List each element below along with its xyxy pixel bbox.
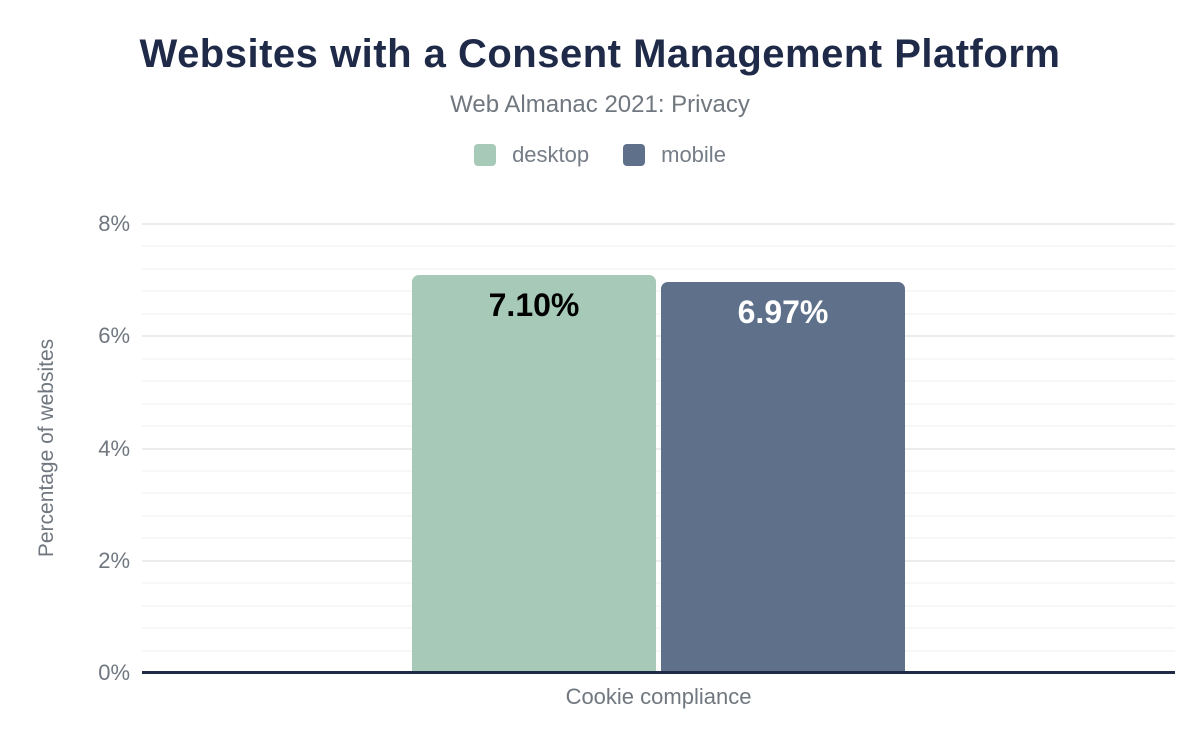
bar-desktop[interactable]: 7.10%: [412, 274, 656, 673]
y-tick-label-0%: 0%: [98, 660, 130, 685]
minor-gridline-0.8: [142, 627, 1175, 630]
minor-gridline-7.2: [142, 267, 1175, 270]
chart-subtitle: Web Almanac 2021: Privacy: [450, 91, 750, 118]
minor-gridline-7.6: [142, 245, 1175, 248]
x-axis-title: Cookie compliance: [565, 684, 752, 709]
legend-item-mobile: mobile: [623, 142, 726, 168]
minor-gridline-2.8: [142, 514, 1175, 517]
y-tick-label-2%: 2%: [98, 547, 130, 573]
y-axis-title: Percentage of websites: [35, 338, 58, 558]
minor-gridline-4.4: [142, 425, 1175, 428]
bar-value-label-desktop: 7.10%: [488, 286, 580, 323]
legend-swatch-mobile: [623, 144, 646, 166]
major-gridline-6: [142, 335, 1175, 338]
legend-label: desktop: [512, 142, 590, 167]
major-gridline-4: [142, 447, 1175, 450]
minor-gridline-1.6: [142, 582, 1175, 585]
minor-gridline-5.6: [142, 357, 1175, 360]
bar-mobile[interactable]: 6.97%: [661, 281, 905, 673]
minor-gridline-2.4: [142, 537, 1175, 540]
legend: desktop mobile: [0, 142, 1200, 168]
x-axis-baseline: [142, 671, 1175, 674]
minor-gridline-3.2: [142, 492, 1175, 495]
legend-item-desktop: desktop: [474, 142, 589, 168]
minor-gridline-3.6: [142, 469, 1175, 472]
minor-gridline-5.2: [142, 380, 1175, 383]
major-gridline-8: [142, 223, 1175, 225]
bar-value-label-mobile: 6.97%: [737, 293, 829, 330]
y-tick-label-4%: 4%: [98, 435, 130, 461]
legend-label: mobile: [661, 142, 726, 167]
legend-swatch-desktop: [474, 144, 497, 166]
y-tick-label-8%: 8%: [98, 211, 130, 236]
plot-area: 7.10% 6.97%: [142, 223, 1175, 674]
minor-gridline-6.8: [142, 290, 1175, 293]
chart-title: Websites with a Consent Management Platf…: [139, 32, 1061, 76]
minor-gridline-1.2: [142, 604, 1175, 607]
minor-gridline-6.4: [142, 312, 1175, 315]
y-tick-label-6%: 6%: [98, 323, 130, 349]
minor-gridline-4.8: [142, 402, 1175, 405]
major-gridline-2: [142, 559, 1175, 562]
minor-gridline-0.4: [142, 649, 1175, 652]
